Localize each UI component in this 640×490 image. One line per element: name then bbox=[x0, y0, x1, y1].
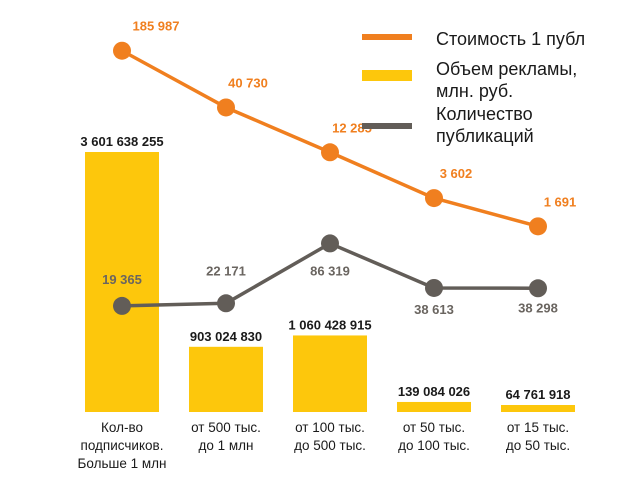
count-point-1 bbox=[217, 294, 235, 313]
legend-label-bars: Объем рекламы, млн. руб. bbox=[436, 59, 577, 101]
category-label-2: от 100 тыс. до 500 тыс. bbox=[294, 420, 366, 453]
category-label-0: Кол-во подписчиков. Больше 1 млн bbox=[78, 420, 167, 471]
count-value-label-1: 22 171 bbox=[206, 263, 246, 278]
legend-swatch-bars bbox=[362, 70, 412, 81]
legend-label-count: Количество публикаций bbox=[436, 104, 534, 146]
legend-swatch-count bbox=[362, 123, 412, 129]
cost-series: 185 987 40 730 12 285 3 602 1 691 bbox=[113, 19, 576, 236]
count-value-label-0: 19 365 bbox=[102, 272, 142, 287]
bar-value-label-0: 3 601 638 255 bbox=[80, 134, 163, 149]
cost-value-label-4: 1 691 bbox=[544, 194, 577, 209]
bar-value-label-2: 1 060 428 915 bbox=[288, 317, 371, 332]
cost-value-label-2: 12 285 bbox=[332, 120, 372, 135]
bar-4 bbox=[501, 405, 575, 412]
bar-value-labels: 3 601 638 255 903 024 830 1 060 428 915 139… bbox=[80, 134, 570, 402]
bar-3 bbox=[397, 401, 471, 412]
count-point-3 bbox=[425, 278, 443, 297]
count-value-label-3: 38 613 bbox=[414, 302, 454, 317]
cost-value-label-0: 185 987 bbox=[133, 19, 180, 34]
category-labels: Кол-во подписчиков. Больше 1 млн от 500 тыс… bbox=[78, 420, 571, 471]
legend-swatch-cost bbox=[362, 34, 412, 40]
bar-series bbox=[85, 152, 575, 412]
bar-value-label-1: 903 024 830 bbox=[190, 329, 262, 344]
legend-label-cost: Стоимость 1 публ bbox=[436, 29, 585, 49]
category-label-3: от 50 тыс. до 100 тыс. bbox=[398, 420, 470, 453]
cost-point-4 bbox=[529, 217, 547, 236]
cost-value-label-3: 3 602 bbox=[440, 166, 473, 181]
count-point-4 bbox=[529, 279, 547, 298]
bar-value-label-4: 64 761 918 bbox=[505, 387, 570, 402]
cost-value-label-1: 40 730 bbox=[228, 75, 268, 90]
bar-value-label-3: 139 084 026 bbox=[398, 384, 470, 399]
count-point-2 bbox=[321, 234, 339, 253]
count-value-label-2: 86 319 bbox=[310, 263, 350, 278]
bar-0 bbox=[85, 152, 159, 412]
cost-point-3 bbox=[425, 189, 443, 208]
cost-point-0 bbox=[113, 41, 131, 60]
count-value-label-4: 38 298 bbox=[518, 300, 558, 315]
count-point-0 bbox=[113, 296, 131, 315]
legend: Стоимость 1 публ Объем рекламы, млн. руб.К… bbox=[362, 29, 585, 146]
bar-2 bbox=[293, 335, 367, 412]
count-series: 19 365 22 171 86 319 38 613 38 298 bbox=[102, 234, 558, 317]
category-label-1: от 500 тыс. до 1 млн bbox=[191, 420, 261, 453]
category-label-4: от 15 тыс. до 50 тыс. bbox=[506, 420, 570, 453]
cost-point-1 bbox=[217, 98, 235, 117]
cost-point-2 bbox=[321, 143, 339, 162]
bar-1 bbox=[189, 346, 263, 412]
